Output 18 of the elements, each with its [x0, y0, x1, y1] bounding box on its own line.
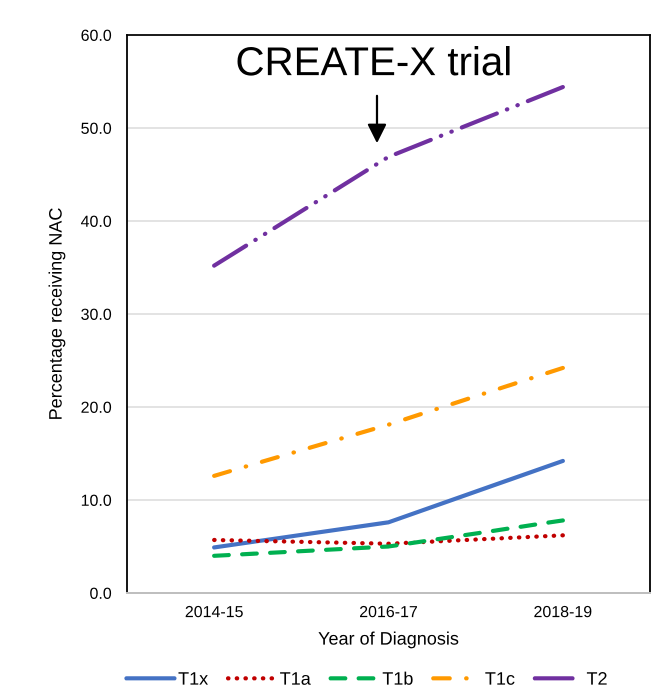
x-tick-label: 2016-17	[360, 606, 418, 618]
y-tick-label: 50.0	[81, 122, 112, 134]
x-axis-title: Year of Diagnosis	[318, 632, 458, 648]
y-tick-label: 30.0	[81, 308, 112, 320]
x-tick-label: 2014-15	[186, 606, 243, 618]
legend-label: T1b	[382, 672, 413, 685]
legend-label: T2	[586, 672, 607, 685]
y-tick-label: 60.0	[81, 30, 112, 41]
y-tick-label: 40.0	[81, 216, 112, 227]
legend-label: T1x	[178, 672, 208, 685]
annotation: CREATE-X trial	[238, 46, 510, 76]
y-tick-label: 0.0	[90, 588, 112, 599]
y-tick-label: 10.0	[82, 494, 112, 506]
y-tick-label: 20.0	[81, 402, 112, 413]
legend-label: T1a	[280, 672, 311, 685]
x-tick-label: 2018-19	[534, 606, 592, 618]
legend-label: T1c	[485, 672, 515, 685]
y-axis-title: Percentage receiving NAC	[48, 208, 66, 419]
